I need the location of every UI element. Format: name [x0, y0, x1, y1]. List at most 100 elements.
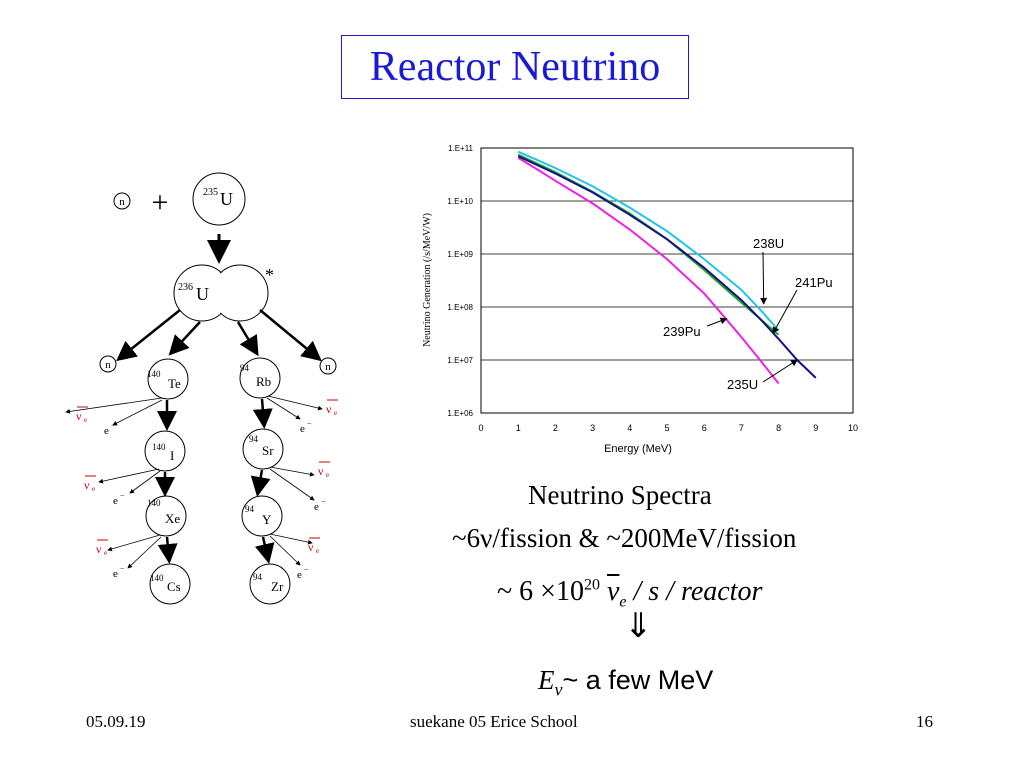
svg-text:−: −: [321, 497, 326, 506]
x-tick-4: 4: [627, 423, 632, 433]
svg-text:94: 94: [240, 363, 250, 373]
right-emission-lines: [266, 395, 323, 566]
svg-text:U: U: [220, 189, 233, 209]
nucleus-zr94: 94 Zr: [249, 563, 291, 605]
nucleus-u236-excited: 236 U *: [173, 264, 274, 322]
y-tick-3: 1.E+09: [447, 250, 473, 259]
footer-date: 05.09.19: [86, 712, 146, 731]
svg-text:−: −: [120, 491, 125, 500]
emitted-neutron-left: n: [99, 355, 117, 373]
series-line-235U: [517, 155, 817, 379]
right-decay-arrows: [250, 398, 275, 564]
svg-text:−: −: [304, 565, 309, 574]
fission-decay-diagram: n + 235 U 236 U * n n 140 Te 140 I: [65, 172, 338, 605]
energy-line: Eν~ a few MeV: [538, 665, 713, 700]
svg-text:Cs: Cs: [167, 579, 181, 594]
svg-text:ν: ν: [308, 540, 314, 554]
x-tick-9: 9: [813, 423, 818, 433]
svg-text:ν: ν: [326, 402, 332, 416]
nucleus-cs140: 140 Cs: [149, 563, 191, 605]
annotation-label-0: 238U: [753, 236, 784, 251]
svg-text:e: e: [316, 547, 319, 555]
fission-arrows: [116, 309, 322, 362]
svg-text:ν: ν: [96, 542, 102, 556]
svg-text:e: e: [300, 423, 305, 435]
x-tick-8: 8: [776, 423, 781, 433]
x-tick-5: 5: [664, 423, 669, 433]
nucleus-rb94: 94 Rb: [239, 357, 281, 399]
svg-text:e: e: [314, 501, 319, 513]
nucleus-u235: 235 U: [192, 172, 246, 226]
svg-text:−: −: [120, 564, 125, 573]
energy-sub: ν: [554, 679, 563, 700]
rate-antineutrino-sub: e: [619, 593, 627, 611]
x-tick-10: 10: [848, 423, 858, 433]
svg-text:e: e: [297, 569, 302, 581]
svg-text:94: 94: [253, 572, 263, 582]
left-emission-lines: [65, 397, 163, 569]
svg-text:Xe: Xe: [165, 511, 180, 526]
svg-text:Rb: Rb: [256, 374, 271, 389]
svg-text:235: 235: [203, 187, 218, 198]
x-tick-0: 0: [478, 423, 483, 433]
svg-text:ν: ν: [318, 464, 324, 478]
svg-text:ν: ν: [84, 478, 90, 492]
svg-text:94: 94: [245, 504, 255, 514]
energy-rest: ~ a few MeV: [562, 665, 714, 695]
nucleus-y94: 94 Y: [241, 495, 283, 537]
svg-text:I: I: [170, 448, 174, 463]
svg-text:e: e: [326, 471, 329, 479]
fission-line: ~6ν/fission & ~200MeV/fission: [452, 523, 797, 553]
plus-sign: +: [152, 186, 169, 219]
svg-text:−: −: [111, 421, 116, 430]
spectra-title: Neutrino Spectra: [528, 480, 712, 510]
right-emission-labels: ν e e − ν e e − ν e e −: [297, 399, 338, 581]
svg-text:Zr: Zr: [271, 579, 284, 594]
svg-text:e: e: [104, 425, 109, 437]
svg-text:e: e: [113, 568, 118, 580]
svg-text:140: 140: [147, 498, 161, 508]
svg-text:e: e: [104, 549, 107, 557]
nucleus-sr94: 94 Sr: [242, 428, 284, 470]
neutrino-spectrum-chart: 1.E+06 1.E+07 1.E+08 1.E+09 1.E+10 1.E+11 0 1 2…: [422, 144, 858, 455]
svg-text:140: 140: [147, 369, 161, 379]
annotation-arrow-0: [760, 251, 768, 305]
svg-text:−: −: [307, 419, 312, 428]
svg-text:*: *: [265, 265, 274, 285]
rate-antineutrino: ν: [606, 576, 620, 607]
annotation-arrow-2: [706, 317, 728, 327]
energy-symbol: E: [538, 665, 555, 695]
series-line-239Pu: [517, 157, 780, 385]
annotation-label-3: 235U: [727, 377, 758, 392]
svg-text:236: 236: [178, 282, 193, 293]
chart-series: [517, 150, 817, 385]
svg-text:n: n: [105, 359, 111, 371]
svg-text:Sr: Sr: [262, 443, 274, 458]
emitted-neutron-right: n: [319, 357, 337, 375]
svg-text:Te: Te: [168, 376, 181, 391]
chart-annotations: 238U 241Pu 239Pu 235U: [663, 236, 833, 392]
rate-suffix: / s / reactor: [626, 576, 763, 607]
y-tick-5: 1.E+11: [448, 144, 474, 153]
y-tick-labels: 1.E+06 1.E+07 1.E+08 1.E+09 1.E+10 1.E+11: [447, 144, 473, 418]
svg-text:e: e: [84, 416, 87, 424]
title-box: Reactor Neutrino: [341, 35, 689, 99]
footer-page-number: 16: [916, 712, 933, 731]
svg-text:140: 140: [152, 442, 166, 452]
nucleus-i140: 140 I: [144, 430, 186, 472]
incoming-neutron: n: [113, 192, 131, 210]
series-line-238U: [517, 150, 780, 332]
svg-text:94: 94: [249, 434, 259, 444]
annotation-label-1: 241Pu: [795, 275, 833, 290]
x-axis-label: Energy (MeV): [604, 443, 672, 455]
left-emission-labels: ν e e − ν e e − ν e e −: [76, 406, 125, 580]
implies-arrow: ⇓: [624, 608, 653, 645]
nucleus-te140: 140 Te: [147, 358, 189, 400]
slide-title: Reactor Neutrino: [369, 44, 661, 90]
nucleus-xe140: 140 Xe: [145, 495, 187, 537]
reactor-rate: ~ 6 ×1020 νe / s / reactor: [497, 576, 762, 612]
y-tick-0: 1.E+06: [447, 409, 473, 418]
svg-text:U: U: [196, 284, 209, 304]
svg-text:n: n: [325, 361, 331, 373]
x-tick-3: 3: [590, 423, 595, 433]
